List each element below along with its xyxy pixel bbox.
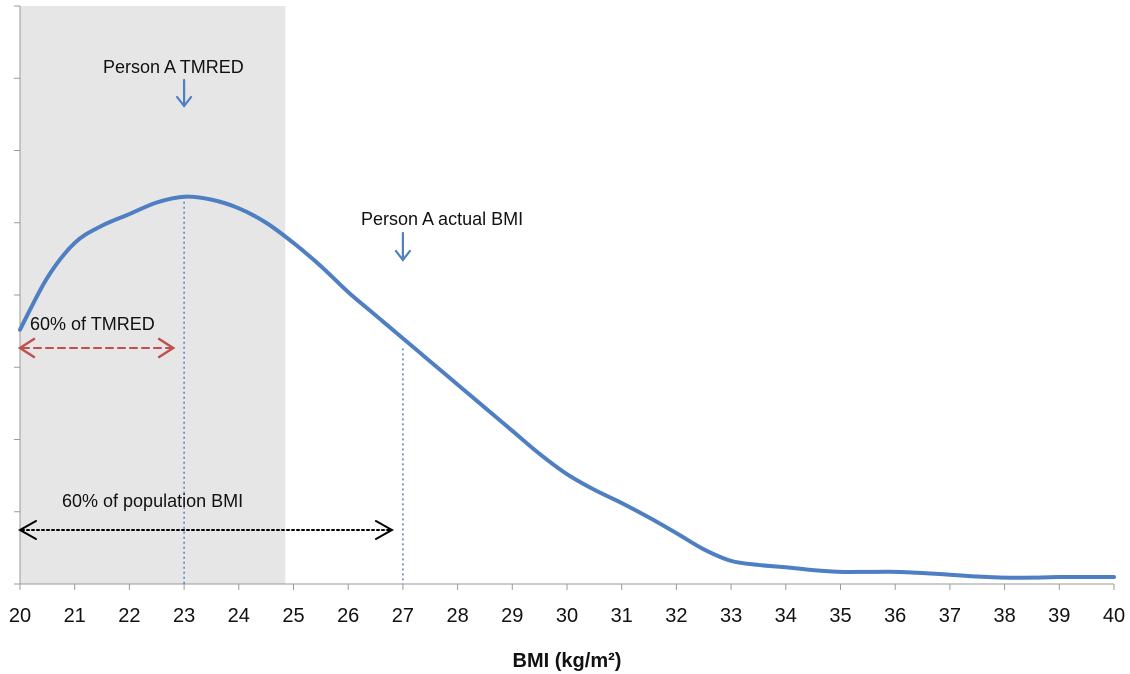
population-span-label: 60% of population BMI [62,491,243,511]
tmred-arrow-icon [176,78,193,108]
x-tick-label: 23 [173,605,195,627]
x-tick-label: 20 [9,605,31,627]
y-axis-ticks [14,5,20,585]
x-tick-label: 37 [939,605,961,627]
x-tick-label: 25 [282,605,304,627]
x-tick-label: 27 [392,605,414,627]
x-axis-ticks [19,584,1115,590]
x-tick-label: 38 [993,605,1015,627]
reference-shaded-region [20,6,286,584]
x-tick-label: 24 [228,605,250,627]
x-tick-label: 35 [829,605,851,627]
tmred-annotation-label: Person A TMRED [103,57,244,77]
tmred-span-label: 60% of TMRED [30,314,155,334]
x-tick-label: 36 [884,605,906,627]
x-tick-label: 34 [775,605,797,627]
x-tick-label: 30 [556,605,578,627]
population-span-arrow [17,520,394,540]
actual-bmi-annotation-label: Person A actual BMI [361,209,523,229]
x-tick-label: 21 [64,605,86,627]
x-tick-label: 28 [446,605,468,627]
x-tick-label: 33 [720,605,742,627]
actual-bmi-arrow-icon [394,231,411,262]
x-tick-label: 39 [1048,605,1070,627]
x-tick-label: 29 [501,605,523,627]
x-tick-label: 26 [337,605,359,627]
tmred-span-arrow [17,337,176,359]
x-tick-label: 22 [118,605,140,627]
bmi-risk-curve [18,194,1116,580]
x-tick-label: 40 [1103,605,1125,627]
x-tick-label: 31 [611,605,633,627]
x-tick-label: 32 [665,605,687,627]
x-axis-title: BMI (kg/m²) [513,650,622,672]
x-axis-tick-labels: 20 21 22 23 24 25 26 27 28 29 30 31 32 33 34 35 36 37 38 39… [9,605,1125,627]
